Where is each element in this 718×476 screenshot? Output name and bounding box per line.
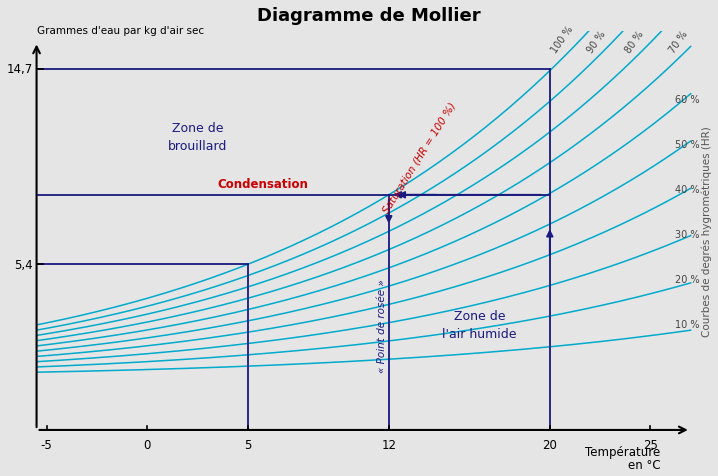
Text: 50 %: 50 % (675, 140, 699, 150)
Text: 80 %: 80 % (623, 30, 645, 55)
Text: 70 %: 70 % (667, 29, 689, 55)
Text: 90 %: 90 % (585, 30, 607, 55)
Text: 20 %: 20 % (675, 275, 699, 285)
Text: Température: Température (585, 445, 661, 458)
Text: 20: 20 (542, 438, 557, 451)
Text: Grammes d'eau par kg d'air sec: Grammes d'eau par kg d'air sec (37, 26, 204, 36)
Text: Saturation (HR = 100 %): Saturation (HR = 100 %) (381, 100, 457, 215)
Text: 40 %: 40 % (675, 185, 699, 195)
Text: Zone de
brouillard: Zone de brouillard (168, 121, 228, 152)
Text: 10 %: 10 % (675, 319, 699, 329)
Text: Condensation: Condensation (218, 177, 309, 190)
Text: 25: 25 (643, 438, 658, 451)
Text: 100 %: 100 % (549, 24, 575, 55)
Text: Courbes de degrés hygrométriques (HR): Courbes de degrés hygrométriques (HR) (701, 126, 712, 336)
Text: 12: 12 (381, 438, 396, 451)
Text: 5,4: 5,4 (14, 258, 32, 271)
Title: Diagramme de Mollier: Diagramme de Mollier (257, 7, 480, 25)
Text: 0: 0 (144, 438, 151, 451)
Text: Zone de
l'air humide: Zone de l'air humide (442, 310, 517, 341)
Text: -5: -5 (41, 438, 52, 451)
Text: « Point de rosée »: « Point de rosée » (377, 278, 387, 372)
Text: 5: 5 (244, 438, 251, 451)
Text: 14,7: 14,7 (6, 63, 32, 76)
Text: en °C: en °C (628, 458, 661, 471)
Text: 30 %: 30 % (675, 230, 699, 239)
Text: 60 %: 60 % (675, 95, 699, 105)
